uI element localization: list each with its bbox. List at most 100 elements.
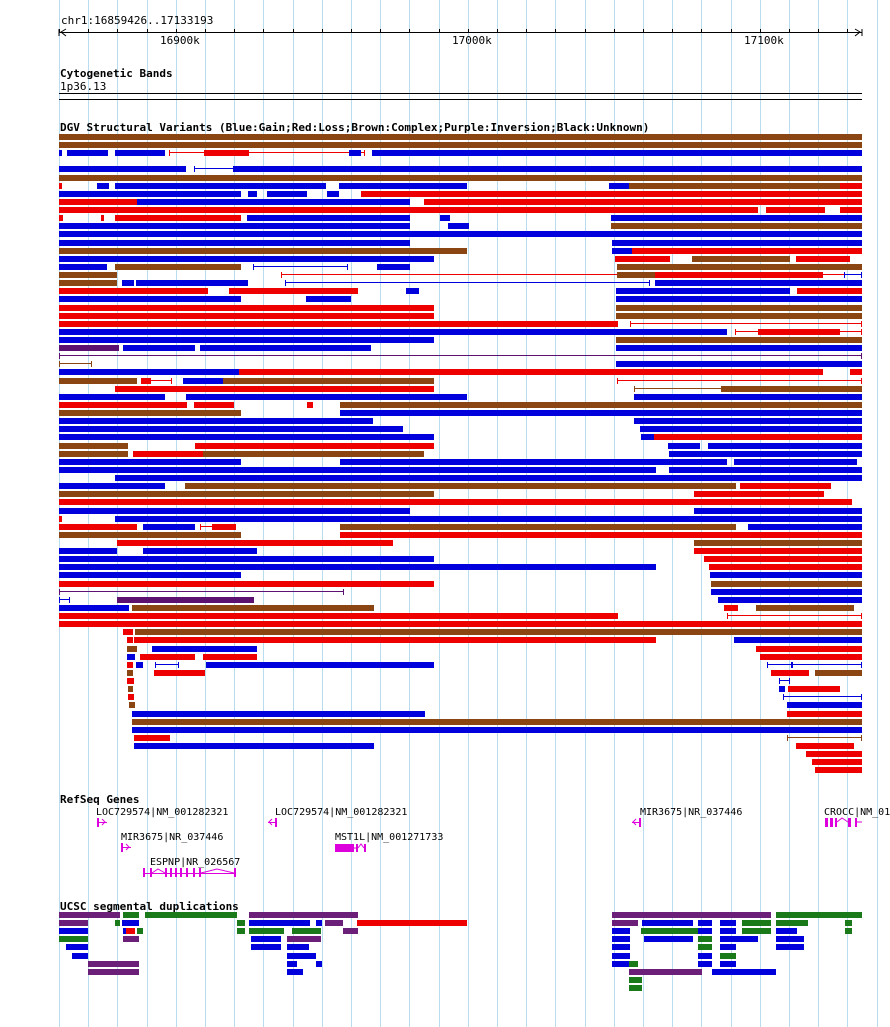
segmental-duplication <box>343 928 358 934</box>
segmental-duplication <box>629 985 642 991</box>
dgv-variant <box>123 629 133 635</box>
dgv-variant <box>771 670 809 676</box>
dgv-variant <box>59 280 117 286</box>
dgv-variant <box>59 321 618 327</box>
dgv-variant <box>59 548 117 554</box>
dgv-variant-end <box>721 386 722 392</box>
dgv-variant <box>135 629 862 635</box>
dgv-variant <box>616 313 862 319</box>
segmental-duplication <box>612 944 630 950</box>
dgv-variant <box>704 556 862 562</box>
segmental-duplication <box>612 912 771 918</box>
ruler-tick <box>585 29 586 33</box>
gene-label-espnp[interactable]: ESPNP|NR_026567 <box>150 857 241 868</box>
ruler-tick <box>176 29 177 33</box>
dgv-variant <box>117 597 254 603</box>
segmental-duplication <box>72 953 88 959</box>
dgv-variant <box>123 345 195 351</box>
dgv-variant <box>140 654 195 660</box>
dgv-variant <box>59 305 434 311</box>
dgv-variant-line <box>617 380 862 381</box>
gene-exon <box>165 868 167 877</box>
dgv-variant <box>655 280 862 286</box>
segmental-duplication <box>845 920 852 926</box>
dgv-variant <box>616 361 862 367</box>
ruler <box>58 28 863 37</box>
ruler-tick <box>380 29 381 33</box>
segmental-duplication <box>115 920 120 926</box>
dgv-variant-line <box>787 737 862 738</box>
dgv-variant <box>766 207 825 213</box>
dgv-variant <box>327 191 339 197</box>
ruler-tick <box>643 29 644 33</box>
dgv-variant <box>708 443 862 449</box>
segmental-duplication <box>698 928 712 934</box>
ruler-tick <box>205 29 206 33</box>
dgv-variant <box>787 711 862 717</box>
dgv-variant-end <box>212 524 213 530</box>
dgv-variant <box>59 556 434 562</box>
dgv-variant <box>59 345 119 351</box>
gene-label-mir3675-b[interactable]: MIR3675|NR_037446 <box>121 832 224 843</box>
refseq-gene-models[interactable] <box>0 810 890 910</box>
segmental-duplication <box>612 920 638 926</box>
dgv-variant-end <box>787 735 788 741</box>
dgv-variant <box>143 548 257 554</box>
dgv-variant <box>724 605 738 611</box>
dgv-variant <box>307 402 313 408</box>
dgv-variant <box>206 662 434 668</box>
dgv-variant <box>340 410 862 416</box>
grid-line <box>614 0 615 1027</box>
gene-label-crocc[interactable]: CROCC|NM_01 <box>824 807 890 818</box>
dgv-variant <box>59 524 137 530</box>
gene-label-mir3675-a[interactable]: MIR3675|NR_037446 <box>640 807 743 818</box>
dgv-variant <box>213 524 236 530</box>
dgv-variant <box>117 540 393 546</box>
ruler-tick <box>818 29 819 33</box>
ruler-tick <box>672 29 673 33</box>
dgv-variant <box>136 662 143 668</box>
dgv-variant-line <box>281 274 862 275</box>
segdup-track-title[interactable]: UCSC segmental duplications <box>60 900 239 913</box>
dgv-variant <box>59 183 62 189</box>
dgv-variant-end <box>767 662 768 668</box>
ruler-tick <box>731 29 732 33</box>
segmental-duplication <box>316 961 322 967</box>
segmental-duplication <box>641 928 702 934</box>
dgv-variant <box>59 264 107 270</box>
gene-label-loc729574-a[interactable]: LOC729574|NM_001282321 <box>96 807 229 818</box>
segmental-duplication <box>88 961 139 967</box>
dgv-variant-end <box>792 662 793 668</box>
ruler-tick <box>293 29 294 33</box>
gene-exon <box>830 818 833 827</box>
dgv-variant <box>709 564 862 570</box>
dgv-variant <box>779 686 785 692</box>
dgv-variant <box>617 264 862 270</box>
ruler-tick <box>526 29 527 33</box>
segmental-duplication <box>59 928 88 934</box>
grid-line <box>555 0 556 1027</box>
segmental-duplication <box>612 953 630 959</box>
dgv-variant <box>59 516 62 522</box>
ruler-tick <box>468 29 469 33</box>
segmental-duplication <box>88 969 139 975</box>
dgv-variant <box>722 386 862 392</box>
refseq-track-title[interactable]: RefSeq Genes <box>60 793 140 806</box>
dgv-variant <box>694 508 862 514</box>
dgv-variant <box>668 443 700 449</box>
dgv-variant <box>59 434 434 440</box>
gene-label-loc729574-b[interactable]: LOC729574|NM_001282321 <box>275 807 408 818</box>
gene-label-mst1l[interactable]: MST1L|NM_001271733 <box>335 832 444 843</box>
dgv-variant-end <box>844 272 845 278</box>
dgv-variant-end <box>649 280 650 286</box>
dgv-variant-end <box>364 150 365 156</box>
dgv-variant <box>132 605 374 611</box>
dgv-variant <box>59 191 241 197</box>
cytoband-track-title[interactable]: Cytogenetic Bands <box>60 67 173 80</box>
dgv-variant <box>137 199 410 205</box>
dgv-variant <box>127 678 134 684</box>
dgv-track-title[interactable]: DGV Structural Variants (Blue:Gain;Red:L… <box>60 121 650 134</box>
dgv-variant <box>734 637 862 643</box>
gene-exon <box>199 868 201 877</box>
